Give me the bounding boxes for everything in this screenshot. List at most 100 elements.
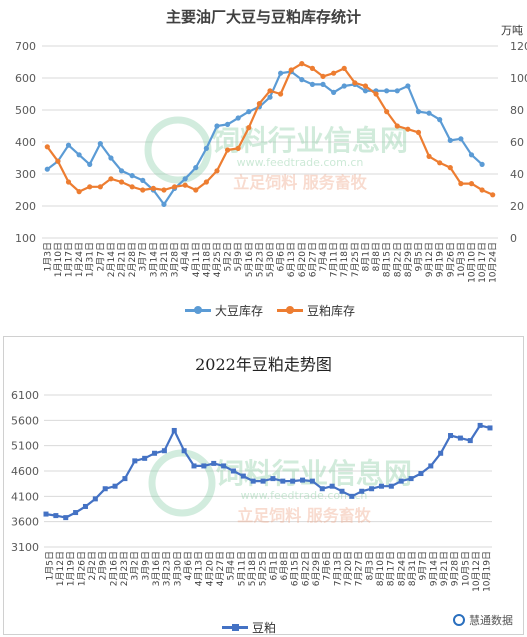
soybean-stock-point — [246, 109, 252, 115]
legend-soybean: 大豆库存 — [185, 302, 263, 319]
y-tick-label: 5100 — [11, 440, 39, 453]
x-tick-label: 9月7日 — [418, 551, 429, 580]
soybean-stock-point — [309, 81, 316, 87]
y-tick-label: 3600 — [11, 516, 39, 529]
x-tick-label: 4月20日 — [204, 551, 215, 586]
x-tick-label: 10月17日 — [477, 242, 488, 283]
meal-price-point — [398, 478, 404, 484]
price-chart-panel: 2022年豆粕走势图 3100 3600 4100 4600 5100 5600 6100 饲… — [3, 336, 524, 635]
y-left-tick-label: 600 — [15, 72, 36, 85]
meal-stock-point — [129, 184, 135, 190]
x-tick-label: 3月16日 — [151, 551, 162, 586]
x-tick-label: 7月18日 — [339, 242, 350, 277]
x-tick-label: 7月27日 — [354, 551, 365, 586]
meal-stock-point — [193, 187, 199, 193]
meal-stock-point — [97, 184, 103, 190]
soybean-stock-point — [65, 142, 72, 148]
meal-price-point — [171, 427, 177, 433]
brand-label: 慧通数据 — [469, 614, 513, 627]
meal-price-point — [63, 515, 69, 521]
meal-price-point — [122, 476, 128, 482]
meal-stock-point — [341, 65, 347, 71]
meal-stock-point — [224, 147, 231, 153]
x-tick-label: 2月28日 — [127, 242, 138, 277]
meal-price-point — [142, 455, 148, 461]
x-tick-label: 3月2日 — [130, 551, 141, 580]
legend-meal-label: 豆粕库存 — [307, 304, 356, 318]
meal-price-point — [309, 478, 315, 484]
price-chart-svg: 3100360041004600510056006100饲料行业信息网www.f… — [11, 389, 493, 592]
meal-stock-point — [426, 153, 432, 159]
soybean-stock-point — [331, 89, 337, 95]
meal-stock-point — [405, 126, 411, 132]
x-tick-label: 4月4日 — [180, 242, 191, 271]
right-axis-unit: 万吨 — [501, 24, 523, 37]
meal-stock-point — [288, 67, 294, 73]
legend-price-swatch — [222, 624, 248, 631]
x-tick-label: 9月26日 — [445, 242, 456, 277]
x-tick-label: 6月6日 — [276, 242, 287, 271]
meal-price-point — [112, 483, 118, 489]
meal-stock-point — [108, 176, 114, 182]
meal-stock-point — [415, 129, 422, 135]
x-tick-label: 10月3日 — [456, 242, 467, 277]
x-tick-label: 2月14日 — [106, 242, 117, 277]
price-chart-title: 2022年豆粕走势图 — [195, 355, 332, 374]
y-right-tick-label: 100 — [510, 72, 527, 85]
watermark-logo-icon — [144, 116, 212, 184]
x-tick-label: 1月19日 — [66, 551, 77, 586]
meal-stock-point — [394, 123, 400, 129]
soybean-stock-point — [108, 155, 114, 161]
x-tick-label: 2月23日 — [119, 551, 130, 586]
meal-price-point — [73, 510, 79, 516]
meal-price-line — [45, 424, 491, 519]
x-tick-label: 1月3日 — [42, 242, 53, 271]
soybean-stock-point — [267, 94, 273, 100]
soybean-stock-point — [468, 152, 475, 158]
meal-stock-point — [267, 88, 273, 94]
x-tick-label: 3月7日 — [138, 242, 149, 271]
meal-price-point — [477, 422, 483, 428]
y-tick-label: 6100 — [11, 389, 39, 402]
meal-price-point — [240, 473, 246, 479]
soybean-stock-point — [87, 161, 93, 167]
meal-stock-point — [150, 185, 156, 191]
y-right-tick-label: 0 — [510, 232, 517, 245]
meal-price-point — [457, 435, 463, 441]
x-tick-label: 4月18日 — [201, 242, 212, 277]
x-tick-label: 8月29日 — [403, 242, 414, 277]
x-tick-label: 6月27日 — [307, 242, 318, 277]
meal-price-point — [438, 450, 444, 456]
legend-meal-swatch — [277, 306, 304, 314]
meal-price-point — [132, 458, 138, 464]
x-tick-label: 9月12日 — [424, 242, 435, 277]
x-tick-label: 8月15日 — [382, 242, 393, 277]
y-right-tick-label: 80 — [510, 104, 524, 117]
stock-chart-svg: 100 200 300 400 500 600 700 0 20 40 60 80 100 120 饲料行业… — [15, 40, 527, 283]
soybean-stock-line — [46, 70, 483, 206]
meal-price-point — [467, 438, 473, 444]
soybean-stock-point — [224, 121, 231, 127]
meal-price-point — [191, 463, 197, 469]
x-tick-label: 7月20日 — [343, 551, 354, 586]
meal-stock-point — [256, 101, 262, 107]
legend-price-label: 豆粕 — [252, 621, 277, 635]
meal-stock-point — [479, 187, 485, 193]
stock-chart-title: 主要油厂大豆与豆粕库存统计 — [165, 8, 361, 26]
y-tick-label: 3100 — [11, 541, 39, 554]
x-tick-label: 4月25日 — [212, 242, 223, 277]
y-left-tick-label: 400 — [15, 136, 36, 149]
x-tick-label: 6月29日 — [311, 551, 322, 586]
legend-soybean-swatch — [185, 306, 211, 314]
x-tick-label: 9月14日 — [428, 551, 439, 586]
soybean-stock-point — [426, 110, 432, 116]
x-tick-label: 8月10日 — [375, 551, 386, 586]
meal-price-point — [369, 486, 375, 492]
soybean-stock-point — [193, 165, 199, 171]
soybean-stock-point — [129, 173, 135, 179]
meal-price-point — [359, 488, 365, 494]
soybean-stock-point — [140, 177, 146, 183]
y-right-tick-label: 20 — [510, 200, 524, 213]
meal-price-point — [339, 488, 345, 494]
soybean-stock-point — [405, 83, 411, 89]
